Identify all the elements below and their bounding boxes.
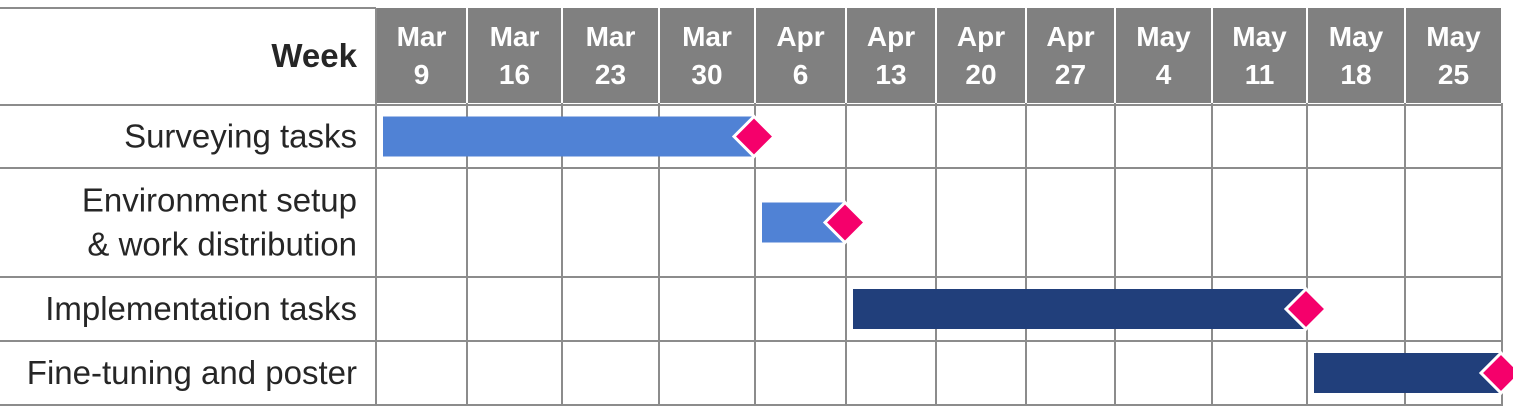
week-header-cell [468, 8, 561, 103]
week-header-cell [660, 8, 754, 103]
week-day-label: 6 [793, 59, 809, 90]
week-month-label: May [1426, 21, 1481, 52]
week-day-label: 23 [595, 59, 626, 90]
header-layer: Mar 9 Mar 16 Mar 23 Mar 30 Apr 6 Apr 13 Apr 20 Apr 27 Ma… [377, 8, 1501, 103]
week-header-cell [1027, 8, 1114, 103]
week-month-label: Mar [397, 21, 447, 52]
week-day-label: 4 [1156, 59, 1172, 90]
week-month-label: May [1136, 21, 1191, 52]
task-bar [853, 289, 1306, 329]
week-header-cell [1406, 8, 1501, 103]
task-bar [383, 116, 754, 157]
task-label: Fine-tuning and poster [27, 354, 357, 391]
task-label: Implementation tasks [45, 290, 357, 327]
task-label: Environment setup [82, 182, 357, 219]
milestone-marker [1283, 286, 1329, 332]
week-month-label: May [1232, 21, 1287, 52]
week-day-label: 27 [1055, 59, 1086, 90]
week-month-label: Mar [682, 21, 732, 52]
week-header-cell [563, 8, 658, 103]
week-month-label: Apr [776, 21, 824, 52]
milestone-marker [731, 114, 777, 159]
label-layer: Surveying tasks Environment setup & work d… [27, 118, 357, 392]
week-month-label: Mar [490, 21, 540, 52]
week-header-cell [847, 8, 935, 103]
week-day-label: 16 [499, 59, 530, 90]
milestone-marker [822, 200, 868, 245]
week-day-label: 18 [1340, 59, 1371, 90]
bar-layer [383, 114, 1513, 396]
week-day-label: 13 [875, 59, 906, 90]
week-month-label: Mar [586, 21, 636, 52]
week-day-label: 30 [691, 59, 722, 90]
week-day-label: 9 [414, 59, 430, 90]
task-bar [1314, 353, 1501, 393]
task-label: Surveying tasks [124, 118, 357, 155]
milestone-marker [1478, 350, 1513, 396]
week-day-label: 20 [965, 59, 996, 90]
grid-layer [0, 7, 1503, 406]
week-day-label: 25 [1438, 59, 1469, 90]
week-month-label: Apr [957, 21, 1005, 52]
task-label: & work distribution [87, 226, 357, 263]
week-day-label: 11 [1245, 59, 1275, 90]
week-header-cell [1308, 8, 1404, 103]
week-month-label: Apr [1046, 21, 1094, 52]
week-header-cell [756, 8, 845, 103]
week-header-cell [377, 8, 466, 103]
week-header-cell [1116, 8, 1211, 103]
week-month-label: Apr [867, 21, 915, 52]
week-header-cell [937, 8, 1025, 103]
week-header-label: Week [271, 37, 357, 74]
week-month-label: May [1329, 21, 1384, 52]
week-header-cell [1213, 8, 1306, 103]
